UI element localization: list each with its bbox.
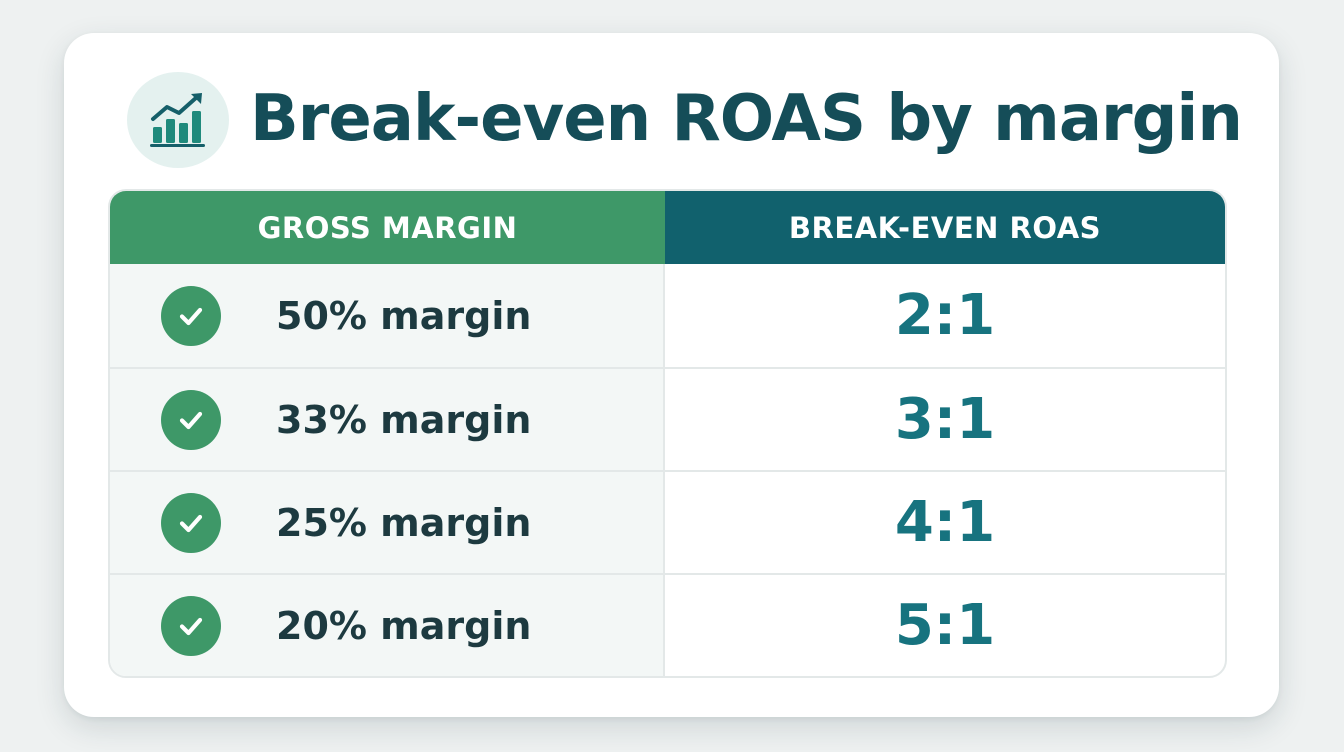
page-title: Break-even ROAS by margin xyxy=(250,82,1243,156)
margin-label: 50% margin xyxy=(276,293,532,338)
table-row: 50% margin 2:1 xyxy=(110,264,1225,367)
margin-cell: 20% margin xyxy=(110,575,665,676)
table-header: GROSS MARGIN BREAK-EVEN ROAS xyxy=(110,191,1225,264)
margin-cell: 50% margin xyxy=(110,264,665,367)
table-row: 33% margin 3:1 xyxy=(110,367,1225,470)
header-gross-margin: GROSS MARGIN xyxy=(110,191,665,264)
margin-label: 33% margin xyxy=(276,397,532,442)
margin-label: 25% margin xyxy=(276,500,532,545)
roas-value: 2:1 xyxy=(894,283,996,348)
roas-table: GROSS MARGIN BREAK-EVEN ROAS 50% margin 2… xyxy=(108,189,1227,678)
check-circle-icon xyxy=(161,492,221,553)
roas-value: 5:1 xyxy=(894,593,996,658)
header-break-even-roas: BREAK-EVEN ROAS xyxy=(665,191,1225,264)
check-circle-icon xyxy=(161,285,221,346)
check-circle-icon xyxy=(161,389,221,450)
roas-value: 4:1 xyxy=(894,490,996,555)
table-body: 50% margin 2:1 33% margin 3:1 25% margin 4:1 2… xyxy=(110,264,1225,676)
bar-chart-trend-icon xyxy=(127,72,229,168)
margin-label: 20% margin xyxy=(276,603,532,648)
roas-value: 3:1 xyxy=(894,387,996,452)
table-row: 20% margin 5:1 xyxy=(110,573,1225,676)
margin-cell: 33% margin xyxy=(110,369,665,470)
table-row: 25% margin 4:1 xyxy=(110,470,1225,573)
check-circle-icon xyxy=(161,595,221,656)
margin-cell: 25% margin xyxy=(110,472,665,573)
